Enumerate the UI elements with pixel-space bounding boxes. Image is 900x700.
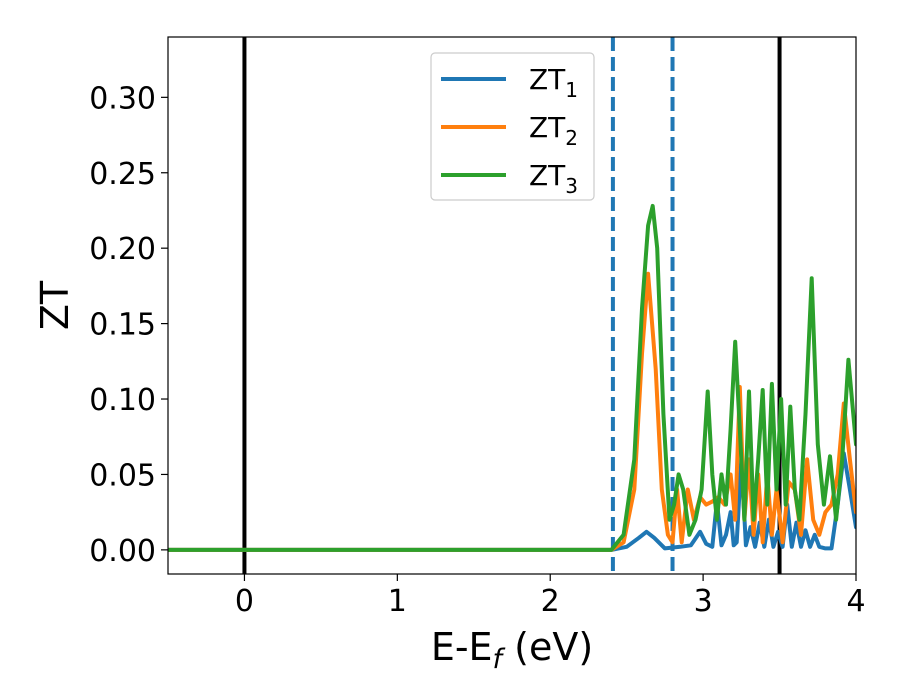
reference-lines (242, 37, 782, 574)
legend-label-zt3: ZT3 (529, 159, 578, 198)
x-axis-title: E-Ef (eV) (431, 625, 593, 675)
series-line-zt1 (168, 451, 856, 552)
legend-label-zt1: ZT1 (529, 63, 578, 102)
y-tick-label: 0.05 (89, 458, 156, 493)
y-axis-title: ZT (33, 280, 77, 330)
y-tick-label: 0.00 (89, 534, 156, 569)
legend: ZT1 ZT2 ZT3 (430, 52, 595, 201)
x-tick-label: 1 (388, 584, 407, 619)
legend-box (430, 52, 595, 201)
y-axis: 0.00 0.05 0.10 0.15 0.20 0.25 0.30 (89, 81, 168, 569)
x-tick-label: 4 (846, 584, 865, 619)
x-axis-title-unit: (eV) (502, 625, 593, 669)
x-axis-title-main: E-E (431, 625, 493, 669)
y-tick-label: 0.10 (89, 383, 156, 418)
y-tick-label: 0.20 (89, 232, 156, 267)
plot-frame (167, 36, 857, 575)
legend-label-zt2: ZT2 (529, 111, 578, 150)
series-line-zt3 (168, 203, 856, 552)
x-tick-label: 3 (694, 584, 713, 619)
y-tick-label: 0.30 (89, 81, 156, 116)
y-tick-label: 0.25 (89, 157, 156, 192)
x-axis: 0 1 2 3 4 (235, 574, 866, 619)
y-tick-label: 0.15 (89, 308, 156, 343)
x-tick-label: 0 (235, 584, 254, 619)
series-line-zt2 (168, 271, 856, 552)
x-tick-label: 2 (541, 584, 560, 619)
series-lines (168, 203, 856, 552)
